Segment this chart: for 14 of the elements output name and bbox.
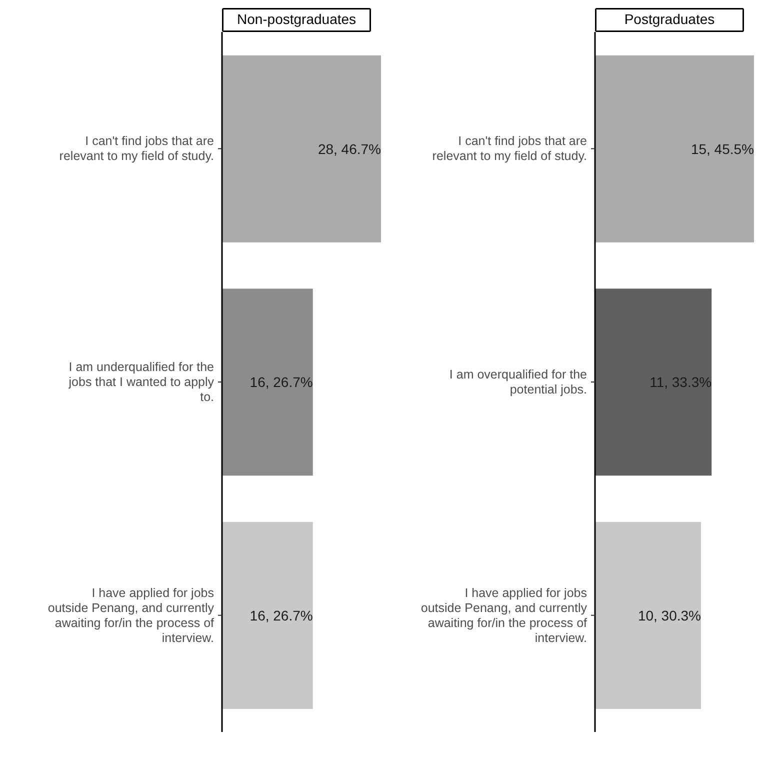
chart-title: Postgraduates: [624, 11, 715, 27]
data-label: 15, 45.5%: [690, 140, 754, 157]
data-label: 10, 30.3%: [638, 608, 701, 624]
data-label: 28, 46.7%: [318, 140, 381, 157]
data-label: 16, 26.7%: [250, 608, 313, 624]
chart-title: Non-postgraduates: [236, 11, 356, 27]
y-tick-label: I am overqualified for the potential jobs.: [449, 368, 588, 396]
y-tick-label: I have applied for jobs outside Penang, and currently awaiting for/in the process of interview.: [48, 586, 215, 645]
y-tick-label: I can't find jobs that are relevant to my field of study.: [432, 134, 588, 164]
data-label: 11, 33.3%: [650, 374, 712, 390]
y-tick-label: I can't find jobs that are relevant to my field of study.: [59, 134, 214, 164]
data-label: 16, 26.7%: [250, 374, 313, 390]
y-tick-label: I have applied for jobs outside Penang, and currently awaiting for/in the process of interview.: [420, 586, 588, 645]
y-tick-label: I am underqualified for the jobs that I wanted to apply to.: [68, 360, 215, 404]
